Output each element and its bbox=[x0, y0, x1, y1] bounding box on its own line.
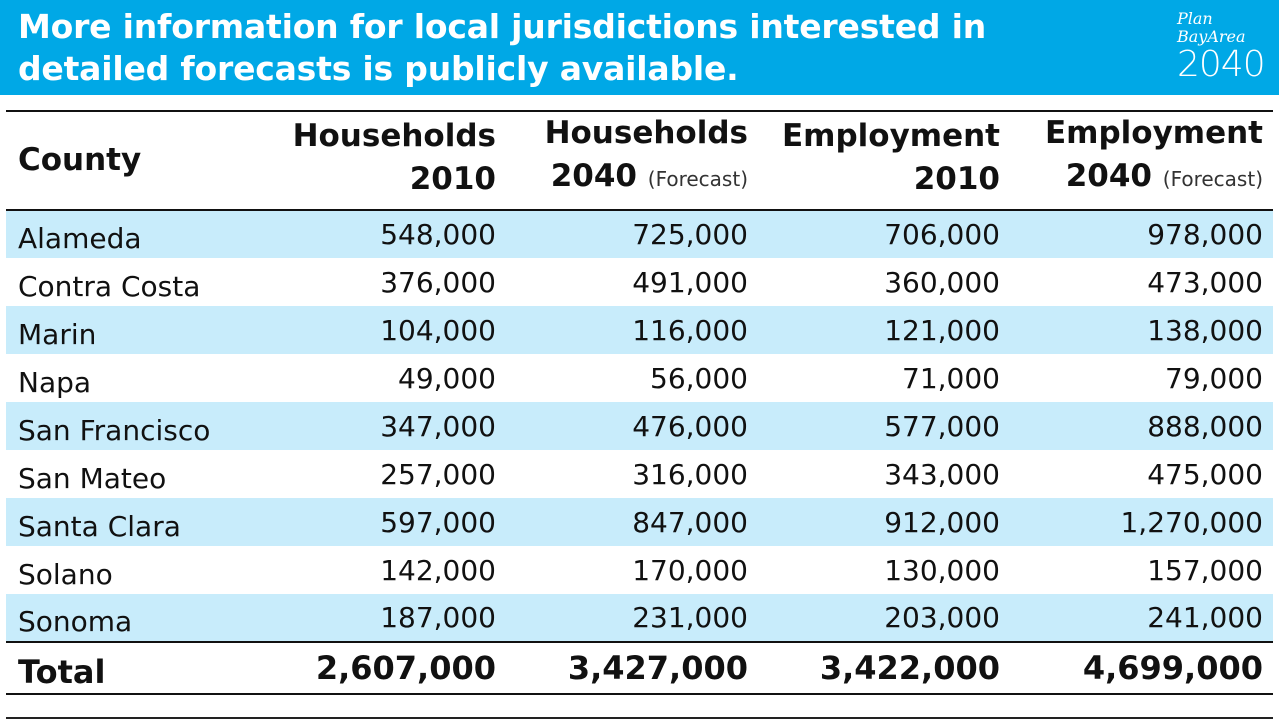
households-2010-cell: 187,000 bbox=[380, 601, 496, 634]
employment-2010-cell: 912,000 bbox=[884, 505, 1000, 539]
column-header-sub: (Forecast) bbox=[1162, 167, 1263, 191]
employment-2010-cell: 577,000 bbox=[884, 409, 1000, 443]
households-2040-cell: 725,000 bbox=[632, 218, 748, 251]
column-header-top: Households bbox=[544, 115, 748, 151]
households-2010-cell: 257,000 bbox=[380, 457, 496, 491]
forecast-table: County Households 2010 Households 2040 (… bbox=[6, 110, 1273, 695]
table-header-row: County Households 2010 Households 2040 (… bbox=[6, 111, 1273, 210]
page-title: More information for local jurisdictions… bbox=[18, 7, 987, 88]
employment-2010-cell: 360,000 bbox=[884, 265, 1000, 299]
column-header-top: Employment bbox=[1044, 115, 1263, 151]
logo-line-2: BayArea bbox=[1177, 27, 1246, 46]
logo-line-3: 2040 bbox=[1177, 44, 1266, 85]
households-2040-cell: 116,000 bbox=[632, 313, 748, 347]
county-cell: San Francisco bbox=[18, 413, 211, 447]
county-cell: Santa Clara bbox=[18, 509, 181, 543]
employment-2040-cell: 473,000 bbox=[1147, 265, 1263, 299]
county-cell: San Mateo bbox=[18, 461, 167, 495]
employment-2040-cell: 138,000 bbox=[1147, 313, 1263, 347]
employment-2010-cell: 71,000 bbox=[902, 361, 1000, 395]
employment-2040-cell: 79,000 bbox=[1165, 361, 1263, 395]
households-2010-cell: 142,000 bbox=[380, 553, 496, 587]
table-row: Napa 49,000 56,000 71,000 79,000 bbox=[6, 354, 1273, 402]
table-total-row: Total 2,607,000 3,427,000 3,422,000 4,69… bbox=[6, 642, 1273, 694]
county-cell: Sonoma bbox=[18, 605, 133, 638]
column-header-bottom: 2010 bbox=[913, 161, 1000, 197]
employment-2010-cell: 130,000 bbox=[884, 553, 1000, 587]
households-2040-cell: 231,000 bbox=[632, 601, 748, 634]
households-2040-cell: 476,000 bbox=[632, 409, 748, 443]
total-households-2010: 2,607,000 bbox=[315, 649, 496, 687]
county-cell: Napa bbox=[18, 365, 92, 399]
employment-2010-cell: 706,000 bbox=[884, 218, 1000, 251]
total-employment-2040: 4,699,000 bbox=[1082, 649, 1263, 687]
column-header-employment-2010: Employment 2010 bbox=[758, 111, 1010, 210]
employment-2040-cell: 978,000 bbox=[1147, 218, 1263, 251]
households-2010-cell: 347,000 bbox=[380, 409, 496, 443]
header-banner: More information for local jurisdictions… bbox=[0, 0, 1279, 95]
employment-2010-cell: 343,000 bbox=[884, 457, 1000, 491]
table-row: Santa Clara 597,000 847,000 912,000 1,270,00… bbox=[6, 498, 1273, 546]
table-row: Contra Costa 376,000 491,000 360,000 473,000 bbox=[6, 258, 1273, 306]
table-row: Sonoma 187,000 231,000 203,000 241,000 bbox=[6, 594, 1273, 642]
households-2040-cell: 491,000 bbox=[632, 265, 748, 299]
employment-2040-cell: 888,000 bbox=[1147, 409, 1263, 443]
county-cell: Marin bbox=[18, 317, 97, 351]
employment-2040-cell: 157,000 bbox=[1147, 553, 1263, 587]
bottom-divider bbox=[6, 717, 1273, 719]
column-header-top: Employment bbox=[781, 118, 1000, 154]
county-cell: Alameda bbox=[18, 222, 142, 255]
column-header-employment-2040: Employment 2040 (Forecast) bbox=[1010, 111, 1273, 210]
employment-2040-cell: 241,000 bbox=[1147, 601, 1263, 634]
total-employment-2010: 3,422,000 bbox=[819, 649, 1000, 687]
table-row: Marin 104,000 116,000 121,000 138,000 bbox=[6, 306, 1273, 354]
table-row: Solano 142,000 170,000 130,000 157,000 bbox=[6, 546, 1273, 594]
employment-2010-cell: 121,000 bbox=[884, 313, 1000, 347]
column-header-households-2040: Households 2040 (Forecast) bbox=[506, 111, 758, 210]
table-row: San Francisco 347,000 476,000 577,000 888,00… bbox=[6, 402, 1273, 450]
households-2010-cell: 548,000 bbox=[380, 218, 496, 251]
households-2010-cell: 49,000 bbox=[398, 361, 496, 395]
column-header-bottom: 2040 bbox=[550, 158, 637, 194]
table-row: San Mateo 257,000 316,000 343,000 475,000 bbox=[6, 450, 1273, 498]
column-header-county: County bbox=[18, 142, 142, 178]
total-households-2040: 3,427,000 bbox=[567, 649, 748, 687]
households-2010-cell: 597,000 bbox=[380, 505, 496, 539]
logo-line-1: Plan bbox=[1177, 9, 1213, 28]
column-header-bottom: 2010 bbox=[409, 161, 496, 197]
employment-2010-cell: 203,000 bbox=[884, 601, 1000, 634]
county-cell: Contra Costa bbox=[18, 269, 201, 303]
table-row: Alameda 548,000 725,000 706,000 978,000 bbox=[6, 210, 1273, 258]
households-2040-cell: 56,000 bbox=[650, 361, 748, 395]
total-label: Total bbox=[18, 653, 106, 691]
employment-2040-cell: 1,270,000 bbox=[1120, 505, 1263, 539]
households-2040-cell: 170,000 bbox=[632, 553, 748, 587]
column-header-sub: (Forecast) bbox=[647, 167, 748, 191]
households-2010-cell: 376,000 bbox=[380, 265, 496, 299]
employment-2040-cell: 475,000 bbox=[1147, 457, 1263, 491]
plan-bay-area-logo: Plan BayArea 2040 bbox=[1177, 10, 1267, 84]
households-2040-cell: 316,000 bbox=[632, 457, 748, 491]
column-header-bottom: 2040 bbox=[1065, 158, 1152, 194]
households-2010-cell: 104,000 bbox=[380, 313, 496, 347]
households-2040-cell: 847,000 bbox=[632, 505, 748, 539]
county-cell: Solano bbox=[18, 557, 113, 591]
column-header-top: Households bbox=[292, 118, 496, 154]
column-header-households-2010: Households 2010 bbox=[266, 111, 506, 210]
